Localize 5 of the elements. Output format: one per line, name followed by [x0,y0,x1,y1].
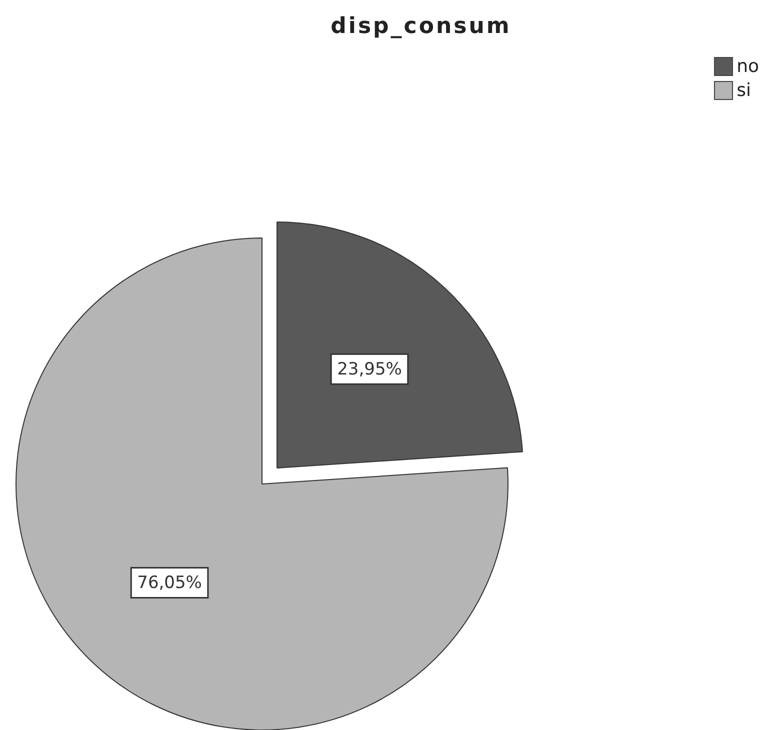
legend-label: no [736,56,759,76]
data-label: 23,95% [337,360,402,380]
data-label: 76,05% [137,573,202,594]
legend-label: si [736,80,751,100]
chart-title: disp_consum [330,14,512,39]
